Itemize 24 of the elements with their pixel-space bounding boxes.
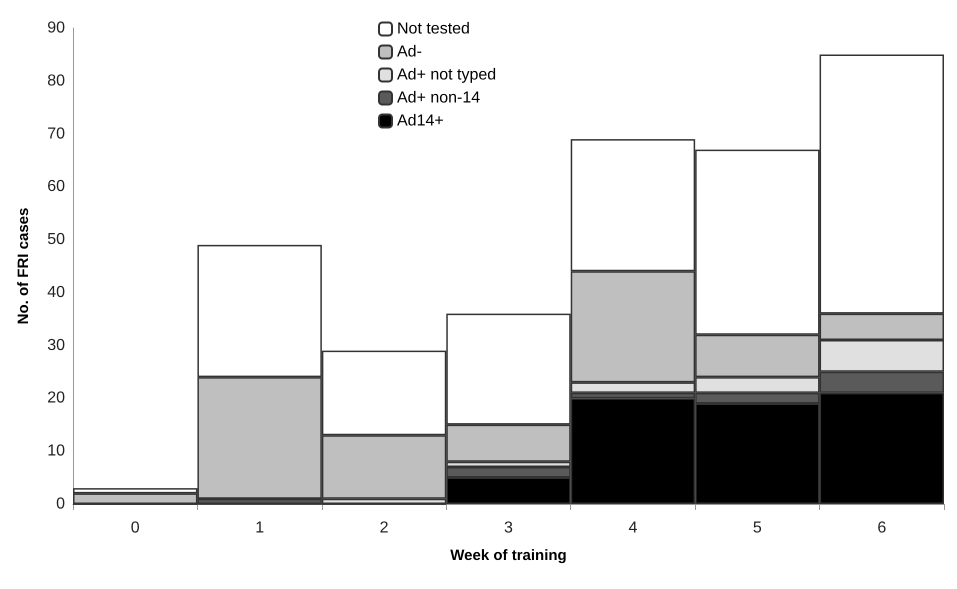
y-tick-label: 80: [47, 72, 66, 90]
legend-label: Ad14+: [397, 112, 444, 130]
x-tick-label: 1: [255, 520, 264, 536]
y-tick-label: 50: [47, 231, 66, 248]
y-tick-label: 30: [47, 336, 66, 354]
y-tick-label: 20: [47, 390, 66, 407]
x-tick-label: 2: [380, 520, 389, 536]
y-tick-label: 60: [47, 178, 66, 196]
y-tick-label: 40: [47, 284, 66, 301]
x-tick-label: 6: [877, 520, 886, 536]
x-tick-label: 0: [130, 520, 140, 536]
legend-label: Not tested: [397, 20, 470, 38]
x-axis-title: Week of training: [450, 547, 567, 564]
legend-label: Ad+ non-14: [397, 90, 480, 106]
y-axis-title: No. of FRI cases: [15, 208, 32, 324]
y-tick-label: 10: [47, 442, 66, 460]
legend-label: Ad+ not typed: [397, 66, 496, 84]
x-tick-label: 5: [752, 520, 762, 536]
x-tick-label: 3: [504, 520, 514, 536]
y-tick-label: 0: [56, 496, 66, 512]
y-tick-label: 70: [47, 125, 66, 142]
x-tick-label: 4: [628, 520, 638, 536]
y-tick-label: 90: [47, 20, 66, 36]
legend-label: Ad-: [397, 44, 422, 60]
